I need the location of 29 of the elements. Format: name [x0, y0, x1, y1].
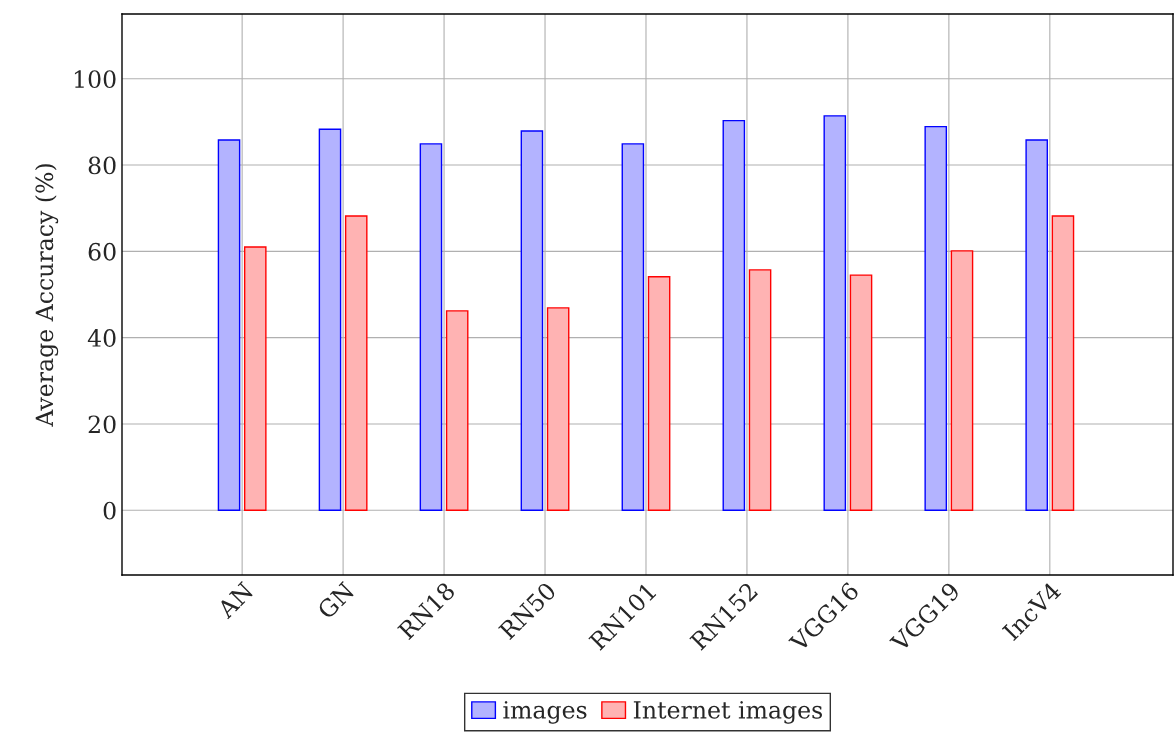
bar	[849, 274, 873, 511]
bar	[823, 115, 847, 511]
y-tick-label: 0	[103, 501, 116, 520]
bar	[546, 307, 570, 511]
y-tick-label: 80	[88, 156, 116, 175]
bar	[950, 250, 974, 511]
bar	[344, 215, 368, 511]
bar	[647, 276, 671, 511]
x-tick-label: GN	[316, 580, 356, 620]
bar	[419, 143, 443, 511]
bar	[217, 139, 241, 511]
bar	[520, 130, 544, 511]
legend-label: images	[503, 701, 587, 724]
y-axis-title: Average Accuracy (%)	[35, 164, 59, 427]
bar	[722, 119, 746, 511]
x-tick-label: AN	[215, 581, 255, 620]
y-tick-label: 60	[88, 242, 116, 261]
bar	[445, 310, 469, 511]
bar	[1051, 215, 1075, 511]
y-tick-label: 100	[74, 70, 116, 89]
y-tick-label: 40	[87, 329, 116, 347]
legend-label: Internet images	[633, 701, 823, 724]
bar	[243, 246, 267, 511]
bar	[318, 128, 342, 511]
bar	[1025, 139, 1048, 511]
y-tick-label: 20	[88, 415, 116, 434]
bar	[748, 269, 772, 511]
bar	[924, 125, 948, 511]
bar	[621, 143, 645, 511]
